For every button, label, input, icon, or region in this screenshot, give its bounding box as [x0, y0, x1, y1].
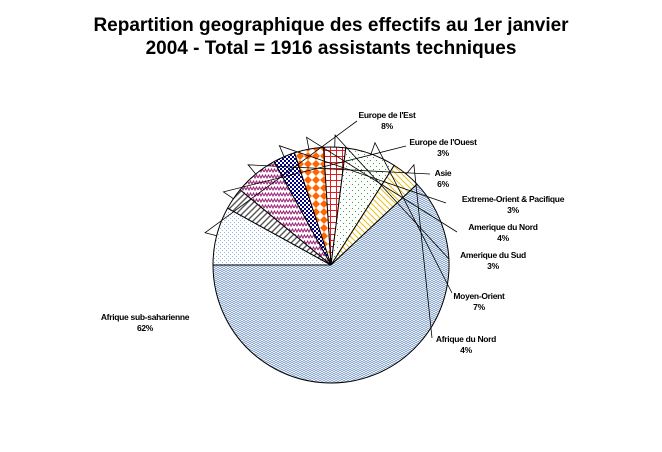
pie-slice-9 [212, 183, 450, 384]
pie-leader-lines [204, 120, 458, 339]
slice-label-6: Amerique du Sud 3% [460, 250, 526, 271]
slice-label-percent-6: 3% [487, 261, 499, 271]
slice-label-4: Extreme-Orient & Pacifique 3% [462, 194, 565, 215]
chart-title-line-1: Repartition geographique des effectifs a… [93, 15, 569, 36]
slice-label-name-7: Moyen-Orient [453, 291, 505, 301]
slice-label-3: Asie 6% [435, 168, 452, 189]
pie-labels: Europe de l'Est 8%Europe de l'Ouest 3%Asie… [101, 110, 565, 355]
slice-label-name-6: Amerique du Sud [460, 250, 526, 260]
leader-line-1 [204, 120, 358, 237]
slice-label-percent-2: 3% [437, 148, 449, 158]
slice-label-9: Afrique sub-saharienne 62% [101, 312, 190, 333]
slice-label-percent-8: 4% [460, 345, 472, 355]
slice-label-name-4: Extreme-Orient & Pacifique [462, 194, 565, 204]
slice-label-percent-5: 4% [497, 233, 509, 243]
slice-label-name-5: Amerique du Nord [468, 222, 537, 232]
slice-label-2: Europe de l'Ouest 3% [409, 137, 477, 158]
leader-line-4 [278, 145, 447, 204]
chart-title: Repartition geographique des effectifs a… [0, 14, 662, 60]
slice-label-1: Europe de l'Est 8% [358, 110, 416, 131]
slice-label-7: Moyen-Orient 7% [453, 291, 505, 312]
slice-label-name-1: Europe de l'Est [358, 110, 416, 120]
slice-label-name-3: Asie [435, 168, 452, 178]
slice-label-name-8: Afrique du Nord [436, 334, 496, 344]
pie-slices [212, 146, 450, 384]
slice-label-name-2: Europe de l'Ouest [409, 137, 477, 147]
slice-label-8: Afrique du Nord 4% [436, 334, 496, 355]
leader-line-8 [405, 163, 433, 339]
leader-line-7 [370, 141, 453, 294]
slice-label-percent-3: 6% [437, 179, 449, 189]
slice-label-percent-1: 8% [381, 121, 393, 131]
slice-label-percent-9: 62% [137, 323, 154, 333]
slice-label-name-9: Afrique sub-saharienne [101, 312, 190, 322]
chart-title-line-2: 2004 - Total = 1916 assistants technique… [145, 38, 517, 59]
slice-label-percent-7: 7% [473, 302, 485, 312]
leader-line-3 [247, 164, 431, 175]
slice-label-5: Amerique du Nord 4% [468, 222, 537, 243]
leader-line-6 [334, 134, 450, 260]
leader-line-5 [306, 136, 458, 233]
slice-label-percent-4: 3% [507, 205, 519, 215]
